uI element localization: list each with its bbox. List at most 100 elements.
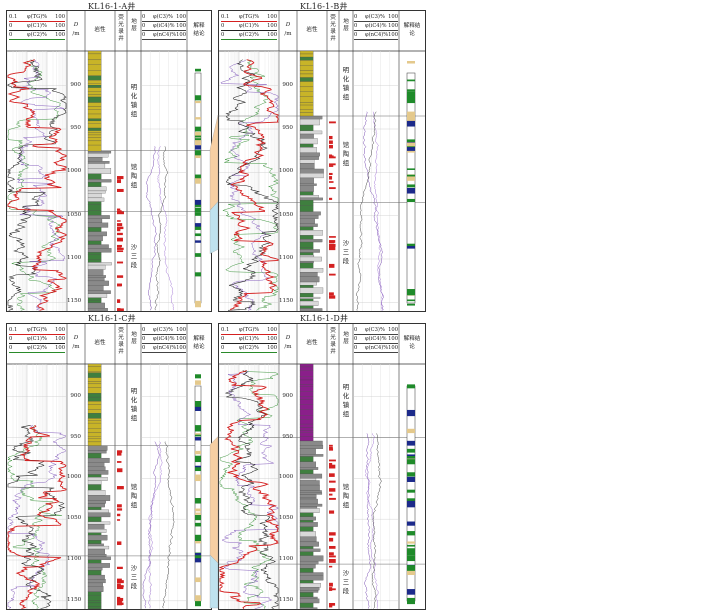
depth-tick-label: 1150	[67, 298, 82, 305]
curve-header-row: 0 φ(iC4)% 100	[354, 22, 398, 31]
curve-header-row: 0 φ(nC4)% 100	[142, 344, 186, 353]
strata-name: 馆陶组	[130, 163, 138, 189]
curve-max: 100	[388, 14, 398, 20]
curve-header-row: 0 φ(C3)% 100	[142, 326, 186, 335]
curve-max: 100	[176, 23, 186, 29]
depth-tick-label: 1050	[67, 211, 82, 218]
curve-header-row: 0 φ(C3)% 100	[142, 13, 186, 22]
curve-label: φ(C1)%	[27, 23, 47, 29]
interpretation-header: 解释结论	[403, 23, 421, 37]
curve-header-row: 0 φ(C1)% 100	[9, 22, 65, 31]
lithology-header: 岩性	[306, 27, 318, 33]
depth-tick-label: 950	[282, 125, 293, 131]
lithology-header: 岩性	[94, 340, 106, 346]
well-log-panel: 0.1 φ(TG)% 100 0 φ(C1)% 100 0 φ(C2)% 100 0 φ(C3)% 1…	[6, 10, 212, 312]
curve-header-row: 0 φ(C1)% 100	[9, 335, 65, 344]
curve-label: φ(TG)%	[27, 327, 48, 333]
curve-max: 100	[55, 345, 65, 351]
depth-tick-label: 1050	[279, 211, 294, 218]
curve-max: 100	[176, 345, 186, 351]
curve-max: 100	[176, 336, 186, 342]
strata-header: 地层	[343, 19, 349, 32]
curve-label: φ(iC4)%	[365, 336, 387, 342]
depth-tick-label: 900	[70, 81, 81, 88]
curve-min: 0	[354, 32, 358, 38]
interpretation-header: 解释结论	[193, 23, 205, 37]
curve-min: 0	[354, 345, 358, 351]
depth-header: D	[285, 22, 291, 28]
interpretation-header: 解释结论	[193, 336, 205, 350]
fluorescence-header: 荧光录井	[330, 328, 336, 355]
log-graphics	[219, 11, 425, 311]
curve-max: 100	[55, 14, 65, 20]
curve-label: φ(C1)%	[239, 336, 259, 342]
depth-tick-label: 1100	[67, 556, 82, 562]
curve-min: 0	[142, 336, 146, 342]
curve-label: φ(nC4)%	[153, 345, 177, 351]
well-title: KL16-1-D井	[300, 314, 349, 323]
curve-header-row: 0 φ(iC4)% 100	[142, 335, 186, 344]
curve-min: 0	[142, 32, 146, 38]
curve-label: φ(C2)%	[239, 32, 259, 38]
curve-label: φ(C3)%	[153, 14, 173, 20]
curve-min: 0	[142, 345, 146, 351]
curve-min: 0	[9, 23, 13, 29]
curve-min: 0.1	[9, 327, 18, 333]
strata-name: 明化镇组	[130, 386, 138, 422]
depth-tick-label: 950	[282, 433, 293, 440]
strata-name: 馆陶组	[342, 482, 350, 509]
curve-max: 100	[176, 327, 186, 333]
curve-label: φ(nC4)%	[365, 32, 389, 38]
curve-header-row: 0 φ(C2)% 100	[221, 344, 277, 353]
strata-name: 沙三段	[342, 238, 350, 265]
curve-min: 0	[142, 23, 146, 29]
strata-name: 馆陶组	[130, 482, 138, 509]
curve-min: 0	[221, 336, 225, 342]
interpretation-header: 解释结论	[403, 336, 421, 350]
curve-min: 0	[354, 23, 358, 29]
curve-header-row: 0 φ(C2)% 100	[9, 31, 65, 40]
well-log-panel: 0.1 φ(TG)% 100 0 φ(C1)% 100 0 φ(C2)% 100 0 φ(C3)% 1…	[218, 323, 426, 610]
strata-name: 沙三段	[130, 243, 138, 270]
curve-header-row: 0 φ(iC4)% 100	[354, 335, 398, 344]
curve-min: 0	[9, 336, 13, 342]
curve-header-row: 0.1 φ(TG)% 100	[9, 13, 65, 22]
curve-max: 100	[55, 23, 65, 29]
depth-header: D	[73, 22, 79, 28]
strata-name: 明化镇组	[342, 65, 350, 101]
curve-max: 100	[388, 23, 398, 29]
curve-max: 100	[267, 345, 277, 351]
depth-tick-label: 1000	[67, 168, 82, 175]
curve-label: φ(iC4)%	[153, 336, 175, 342]
curve-header-row: 0 φ(C2)% 100	[9, 344, 65, 353]
depth-header: D	[285, 335, 291, 341]
depth-header: D	[73, 335, 79, 341]
curve-max: 100	[55, 336, 65, 342]
depth-tick-label: 900	[282, 81, 293, 88]
curve-header-row: 0.1 φ(TG)% 100	[221, 326, 277, 335]
curve-header-row: 0 φ(nC4)% 100	[354, 31, 398, 40]
curve-min: 0	[221, 23, 225, 29]
curve-max: 100	[388, 345, 398, 351]
lithology-header: 岩性	[94, 27, 106, 33]
depth-tick-label: 1150	[67, 596, 82, 603]
depth-tick-label: 900	[70, 392, 81, 399]
depth-tick-label: 950	[70, 125, 81, 131]
strata-header: 地层	[131, 19, 137, 32]
curve-label: φ(iC4)%	[365, 23, 387, 29]
lithology-header: 岩性	[306, 340, 318, 346]
curve-min: 0	[9, 345, 13, 351]
depth-tick-label: 1000	[67, 474, 82, 481]
curve-max: 100	[388, 336, 398, 342]
log-graphics	[219, 324, 425, 609]
curve-label: φ(iC4)%	[153, 23, 175, 29]
fluorescence-header: 荧光录井	[330, 15, 336, 42]
curve-min: 0	[221, 345, 225, 351]
depth-tick-label: 1050	[67, 515, 82, 522]
curve-max: 100	[267, 336, 277, 342]
depth-unit: /m	[284, 344, 292, 350]
curve-header-row: 0 φ(C1)% 100	[221, 22, 277, 31]
depth-unit: /m	[284, 31, 292, 37]
curve-label: φ(TG)%	[27, 14, 48, 20]
